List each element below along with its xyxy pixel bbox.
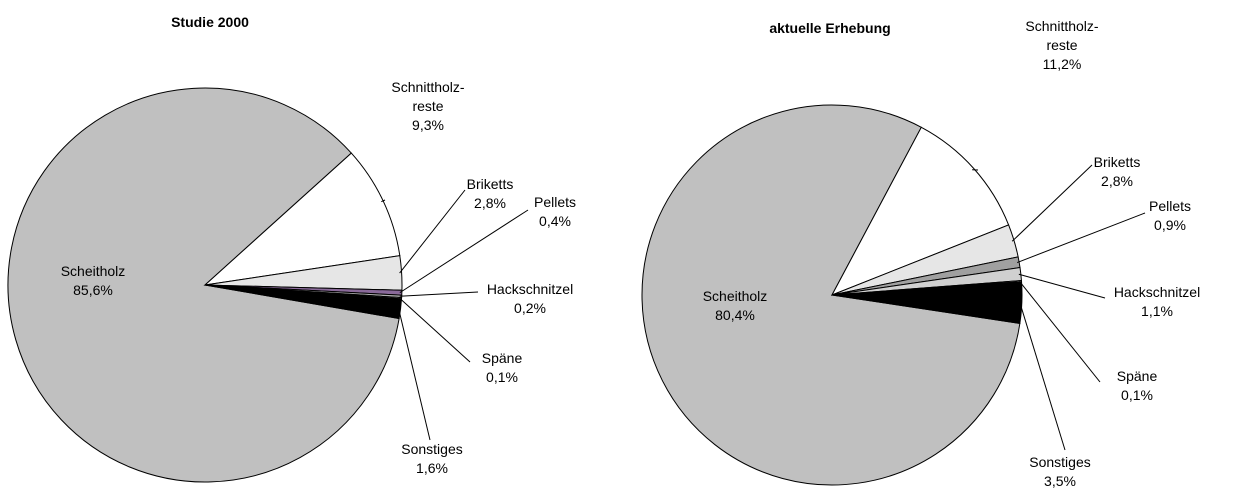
value-label: 11,2% — [1042, 56, 1082, 72]
value-label: 9,3% — [412, 117, 444, 133]
category: Sonstiges — [1029, 454, 1091, 470]
value-label: 0,4% — [539, 213, 571, 229]
category: Briketts — [466, 176, 514, 192]
value-label: 2,8% — [474, 195, 506, 211]
slice-label: Sonstiges 3,5% — [1000, 453, 1120, 491]
value-label: 0,2% — [514, 300, 546, 316]
pie-slice — [7, 87, 400, 483]
leader-line — [1011, 164, 1093, 242]
category: Pellets — [533, 194, 577, 210]
value-label: 0,1% — [1121, 387, 1153, 403]
category: Hackschnitzel — [1113, 284, 1201, 300]
value-label: 85,6% — [73, 282, 113, 298]
leader-line — [399, 291, 479, 297]
category: Hackschnitzel — [486, 281, 574, 297]
leader-line — [398, 308, 431, 441]
value-label: 0,1% — [486, 369, 518, 385]
slice-label: Pellets 0,4% — [495, 193, 615, 231]
leader-line — [399, 297, 471, 363]
slice-label: Sonstiges 1,6% — [372, 440, 492, 478]
value-label: 0,9% — [1154, 217, 1186, 233]
chart-title: Studie 2000 — [171, 14, 249, 30]
pie-slice — [830, 126, 1010, 296]
pie-slice — [831, 281, 1023, 324]
category: Scheitholz — [60, 263, 126, 279]
slice-label: Hackschnitzel 1,1% — [1097, 283, 1217, 321]
slice-label: Pellets 0,9% — [1110, 197, 1230, 235]
leader-line — [1019, 280, 1101, 383]
slice-label: Scheitholz 80,4% — [675, 287, 795, 325]
leader-line — [1018, 273, 1106, 299]
pie-slice — [641, 104, 1021, 486]
category: Schnittholz-reste — [391, 79, 465, 114]
category: Späne — [1116, 368, 1158, 384]
pie-slice — [204, 284, 403, 320]
leader-line — [399, 189, 466, 274]
leader-line — [399, 209, 529, 294]
slice-label: Scheitholz 85,6% — [33, 262, 153, 300]
value-label: 80,4% — [715, 307, 755, 323]
leader-line — [381, 199, 386, 203]
slice-label: Schnittholz-reste 9,3% — [381, 78, 476, 135]
slice-label: Hackschnitzel 0,2% — [470, 280, 590, 318]
category: Pellets — [1148, 198, 1192, 214]
leader-line — [1016, 212, 1146, 264]
category: Briketts — [1093, 154, 1141, 170]
slice-label: Schnittholz-reste 11,2% — [1015, 17, 1110, 74]
leader-line — [1019, 302, 1066, 451]
category: Schnittholz-reste — [1025, 18, 1099, 53]
value-label: 1,6% — [416, 460, 448, 476]
slice-label: Briketts 2,8% — [1057, 153, 1177, 191]
category: Scheitholz — [702, 288, 768, 304]
slice-label: Briketts 2,8% — [430, 175, 550, 213]
chart-title: aktuelle Erhebung — [769, 20, 891, 36]
category: Sonstiges — [401, 441, 463, 457]
value-label: 1,1% — [1141, 303, 1173, 319]
slice-label: Späne 0,1% — [1077, 367, 1197, 405]
value-label: 3,5% — [1044, 473, 1076, 489]
slice-label: Späne 0,1% — [442, 349, 562, 387]
value-label: 2,8% — [1101, 173, 1133, 189]
category: Späne — [481, 350, 523, 366]
